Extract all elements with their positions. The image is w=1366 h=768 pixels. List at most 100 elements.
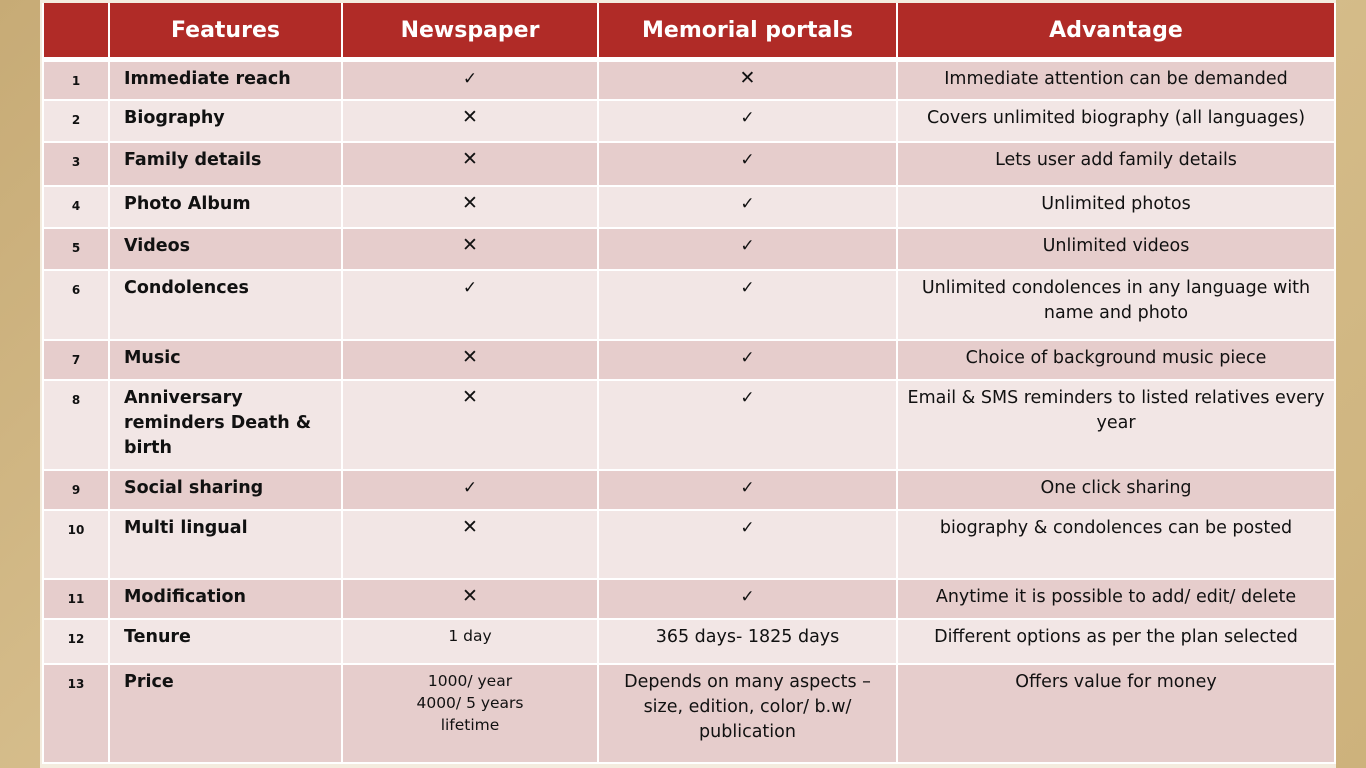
cross-icon: ✕ (462, 345, 478, 368)
feature-cell: Price (108, 662, 343, 764)
newspaper-cell: ✕ (341, 140, 599, 187)
cross-icon: ✕ (462, 584, 478, 607)
advantage-cell: Anytime it is possible to add/ edit/ del… (896, 577, 1336, 620)
cross-icon: ✕ (462, 147, 478, 170)
portal-cell: ✕ (597, 58, 898, 101)
table-row: 5 Videos ✕ ✓ Unlimited videos (42, 226, 1336, 271)
table-row: 1 Immediate reach ✓ ✕ Immediate attentio… (42, 58, 1336, 101)
feature-cell: Social sharing (108, 468, 343, 511)
row-number: 8 (42, 378, 110, 471)
advantage-cell: Unlimited photos (896, 184, 1336, 229)
portal-cell: Depends on many aspects – size, edition,… (597, 662, 898, 764)
portal-cell: ✓ (597, 338, 898, 381)
portal-cell: ✓ (597, 98, 898, 143)
newspaper-cell: ✕ (341, 184, 599, 229)
row-number: 12 (42, 617, 110, 665)
cross-icon: ✕ (462, 191, 478, 214)
check-icon: ✓ (740, 107, 755, 128)
newspaper-cell: ✓ (341, 468, 599, 511)
portal-cell: ✓ (597, 184, 898, 229)
check-icon: ✓ (740, 586, 755, 607)
check-icon: ✓ (740, 277, 755, 298)
newspaper-cell: ✕ (341, 508, 599, 580)
table-row: 12 Tenure 1 day 365 days- 1825 days Diff… (42, 617, 1336, 665)
row-number: 4 (42, 184, 110, 229)
row-number: 11 (42, 577, 110, 620)
header-advantage: Advantage (896, 3, 1336, 62)
row-number: 10 (42, 508, 110, 580)
check-icon: ✓ (740, 477, 755, 498)
check-icon: ✓ (740, 387, 755, 408)
advantage-cell: Unlimited videos (896, 226, 1336, 271)
header-features: Features (108, 3, 343, 62)
portal-cell: ✓ (597, 268, 898, 341)
check-icon: ✓ (740, 193, 755, 214)
cross-icon: ✕ (462, 105, 478, 128)
newspaper-cell: ✕ (341, 378, 599, 471)
advantage-cell: Covers unlimited biography (all language… (896, 98, 1336, 143)
header-memorial-portals: Memorial portals (597, 3, 898, 62)
portal-cell: ✓ (597, 508, 898, 580)
header-number (42, 3, 110, 62)
feature-cell: Photo Album (108, 184, 343, 229)
row-number: 5 (42, 226, 110, 271)
check-icon: ✓ (462, 477, 478, 498)
check-icon: ✓ (462, 69, 478, 89)
portal-cell: ✓ (597, 577, 898, 620)
check-icon: ✓ (740, 347, 755, 368)
check-icon: ✓ (740, 517, 755, 538)
feature-cell: Multi lingual (108, 508, 343, 580)
check-icon: ✓ (740, 235, 755, 256)
feature-cell: Modification (108, 577, 343, 620)
table-row: 13 Price 1000/ year 4000/ 5 years lifeti… (42, 662, 1336, 764)
newspaper-cell: ✕ (341, 577, 599, 620)
cross-icon: ✕ (462, 233, 478, 256)
advantage-cell: biography & condolences can be posted (896, 508, 1336, 580)
portal-cell: ✓ (597, 468, 898, 511)
row-number: 9 (42, 468, 110, 511)
advantage-cell: Different options as per the plan select… (896, 617, 1336, 665)
advantage-cell: One click sharing (896, 468, 1336, 511)
newspaper-cell: ✕ (341, 338, 599, 381)
advantage-cell: Immediate attention can be demanded (896, 58, 1336, 101)
portal-cell: ✓ (597, 140, 898, 187)
feature-cell: Immediate reach (108, 58, 343, 101)
table-row: 4 Photo Album ✕ ✓ Unlimited photos (42, 184, 1336, 229)
advantage-cell: Email & SMS reminders to listed relative… (896, 378, 1336, 471)
feature-cell: Videos (108, 226, 343, 271)
table-row: 8 Anniversary reminders Death & birth ✕ … (42, 378, 1336, 471)
header-row: Features Newspaper Memorial portals Adva… (42, 3, 1336, 62)
advantage-cell: Choice of background music piece (896, 338, 1336, 381)
row-number: 6 (42, 268, 110, 341)
portal-cell: ✓ (597, 378, 898, 471)
feature-cell: Music (108, 338, 343, 381)
table-row: 9 Social sharing ✓ ✓ One click sharing (42, 468, 1336, 511)
feature-cell: Biography (108, 98, 343, 143)
newspaper-cell: 1000/ year 4000/ 5 years lifetime (341, 662, 599, 764)
cross-icon: ✕ (462, 515, 478, 538)
feature-cell: Anniversary reminders Death & birth (108, 378, 343, 471)
advantage-cell: Offers value for money (896, 662, 1336, 764)
row-number: 1 (42, 58, 110, 101)
feature-cell: Condolences (108, 268, 343, 341)
header-newspaper: Newspaper (341, 3, 599, 62)
newspaper-cell: ✕ (341, 226, 599, 271)
table-row: 11 Modification ✕ ✓ Anytime it is possib… (42, 577, 1336, 620)
row-number: 3 (42, 140, 110, 187)
table-row: 10 Multi lingual ✕ ✓ biography & condole… (42, 508, 1336, 580)
advantage-cell: Unlimited condolences in any language wi… (896, 268, 1336, 341)
check-icon: ✓ (462, 277, 478, 298)
advantage-cell: Lets user add family details (896, 140, 1336, 187)
table-row: 3 Family details ✕ ✓ Lets user add famil… (42, 140, 1336, 187)
row-number: 2 (42, 98, 110, 143)
feature-cell: Family details (108, 140, 343, 187)
check-icon: ✓ (740, 149, 755, 170)
newspaper-cell: 1 day (341, 617, 599, 665)
comparison-table: Features Newspaper Memorial portals Adva… (42, 3, 1336, 764)
table-row: 7 Music ✕ ✓ Choice of background music p… (42, 338, 1336, 381)
cross-icon: ✕ (462, 385, 478, 408)
portal-cell: ✓ (597, 226, 898, 271)
table-row: 6 Condolences ✓ ✓ Unlimited condolences … (42, 268, 1336, 341)
row-number: 13 (42, 662, 110, 764)
feature-cell: Tenure (108, 617, 343, 665)
